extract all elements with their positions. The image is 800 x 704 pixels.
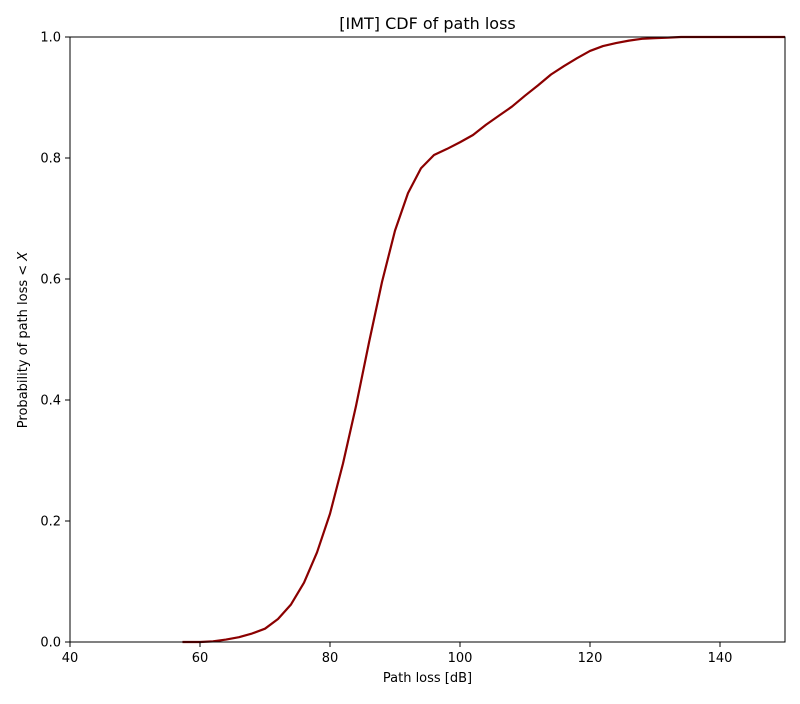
x-tick-label: 60 [192, 651, 209, 666]
y-axis-ticks: 0.0 0.2 0.4 0.6 0.8 1.0 [40, 31, 70, 651]
y-tick-label: 0.4 [40, 394, 61, 409]
y-tick-label: 0.2 [40, 515, 61, 530]
axes-frame [69, 36, 786, 643]
x-axis-ticks: 40 60 80 100 120 140 [62, 642, 733, 666]
y-tick-label: 0.0 [40, 636, 61, 651]
y-axis-label: Probability of path loss < X [16, 251, 31, 428]
y-tick-label: 0.6 [40, 273, 61, 288]
y-axis-label-variable: X [16, 251, 31, 262]
y-tick-label: 0.8 [40, 152, 61, 167]
x-tick-label: 80 [322, 651, 339, 666]
series-line-path-loss-cdf [182, 35, 785, 644]
x-axis-label: Path loss [dB] [383, 671, 472, 686]
y-axis-label-prefix: Probability of path loss < [16, 261, 31, 428]
plot-area [69, 35, 786, 644]
y-tick-label: 1.0 [40, 31, 61, 46]
x-tick-label: 120 [578, 651, 603, 666]
x-tick-label: 40 [62, 651, 79, 666]
x-tick-label: 100 [448, 651, 473, 666]
x-tick-label: 140 [708, 651, 733, 666]
chart-title: [IMT] CDF of path loss [339, 14, 516, 33]
